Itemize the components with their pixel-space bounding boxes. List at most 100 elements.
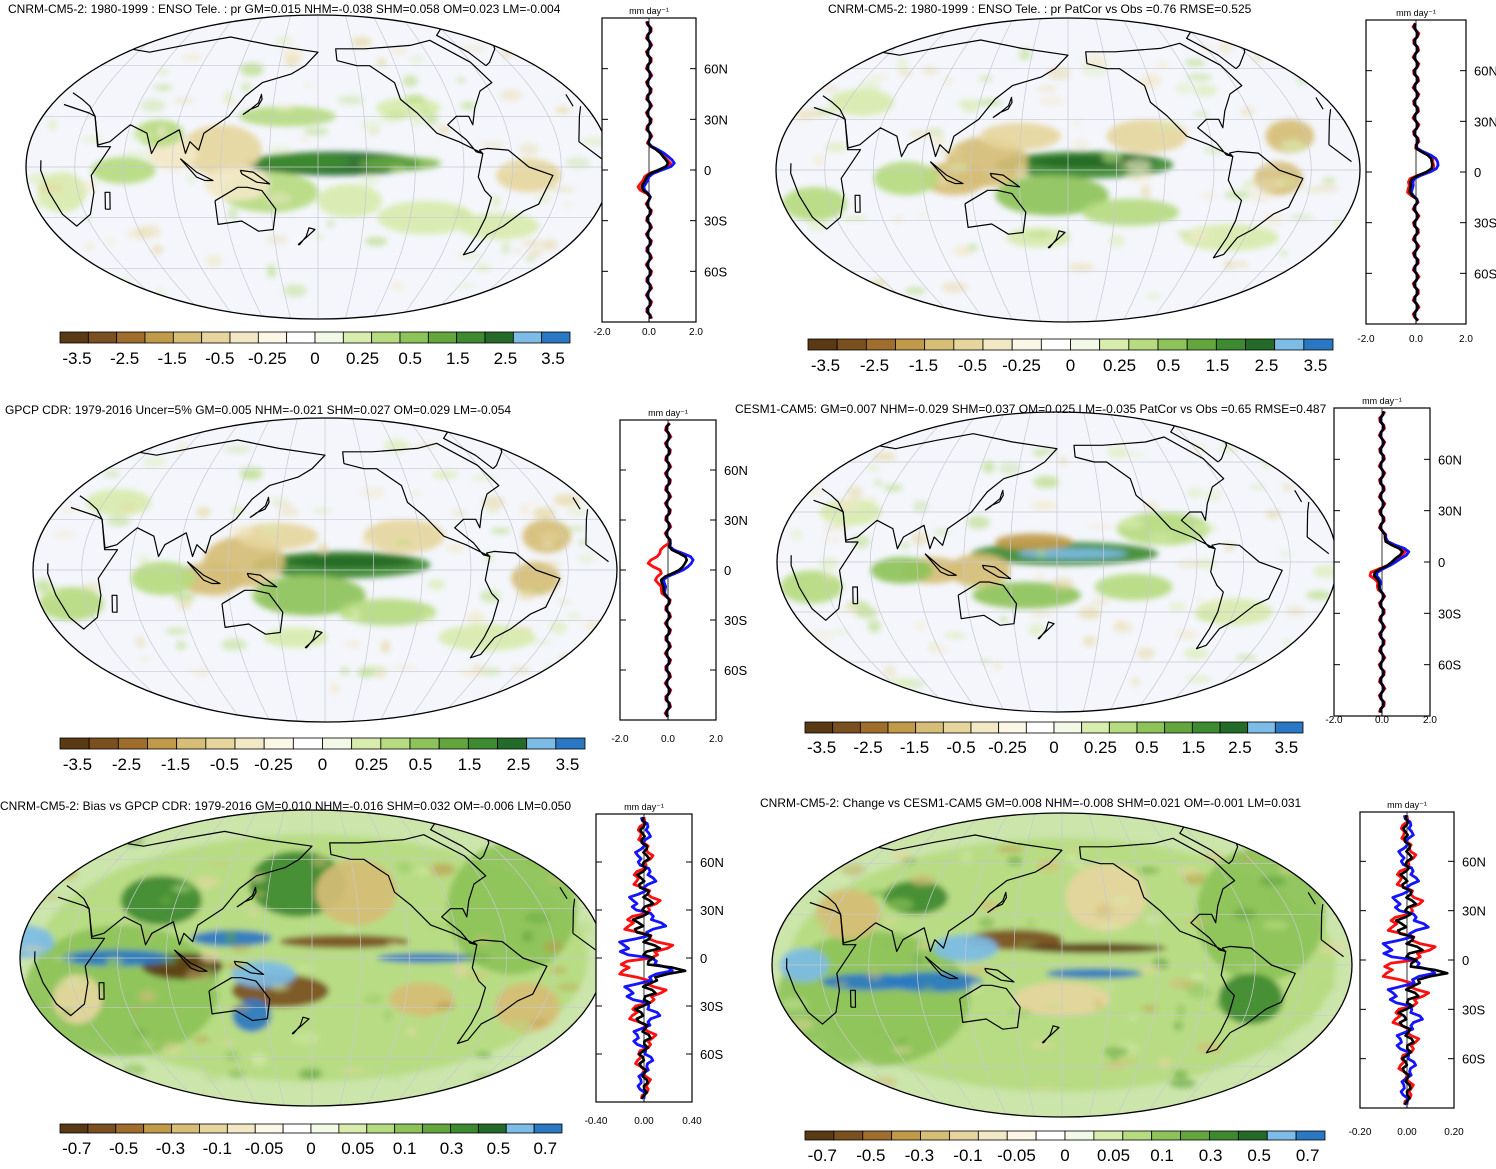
- colorbar-swatch: [450, 1123, 479, 1134]
- colorbar-label: 2.5: [1255, 356, 1279, 375]
- colorbar-label: 3.5: [1275, 738, 1299, 757]
- field-blob: [873, 161, 939, 196]
- colorbar-label: -2.5: [112, 755, 141, 774]
- profile-line-black: [631, 816, 687, 1100]
- colorbar-swatch: [229, 331, 259, 344]
- panel-title: CNRM-CM5-2: Change vs CESM1-CAM5 GM=0.00…: [760, 796, 1302, 810]
- profile-unit-label: mm day⁻¹: [629, 6, 669, 16]
- colorbar-swatch: [59, 331, 89, 344]
- profile-lat-label: 60N: [700, 855, 724, 870]
- colorbar-label: -3.5: [63, 755, 92, 774]
- colorbar-label: 0: [306, 1139, 315, 1158]
- panel-2: -3.5 -2.5 -1.5 -0.5 -0.25 0 0.25 0.5 1.5 2.5 3.5 60…: [775, 8, 1496, 375]
- colorbar-swatch: [88, 737, 119, 750]
- colorbar-swatch: [116, 331, 146, 344]
- profile-x-tick-label: 2.0: [1423, 715, 1437, 726]
- colorbar-swatch: [176, 737, 207, 750]
- colorbar-swatch: [1099, 338, 1130, 351]
- field-blob: [1094, 573, 1173, 601]
- colorbar-label: 0.05: [341, 1139, 374, 1158]
- colorbar-label: -2.5: [110, 349, 139, 368]
- colorbar-label: -0.3: [156, 1139, 185, 1158]
- colorbar-label: 0.05: [1097, 1146, 1130, 1164]
- colorbar-swatch: [998, 721, 1027, 734]
- colorbar-swatch: [1064, 1130, 1095, 1141]
- colorbar-label: 1.5: [446, 349, 470, 368]
- colorbar-swatch: [456, 331, 486, 344]
- colorbar-swatch: [1274, 338, 1305, 351]
- colorbar-label: -0.5: [109, 1139, 138, 1158]
- field-blob: [829, 88, 895, 116]
- colorbar-swatch: [342, 331, 373, 344]
- colorbar-swatch: [1215, 338, 1246, 351]
- field-blob: [363, 519, 445, 554]
- map-border: [775, 17, 1361, 323]
- colorbar-swatch: [338, 1123, 368, 1134]
- colorbar-swatch: [1303, 338, 1334, 351]
- profile-x-tick-label: 0.00: [634, 1116, 654, 1127]
- profile-line-black: [659, 422, 689, 718]
- profile-x-tick-label: -0.40: [585, 1116, 608, 1127]
- graticule: [772, 813, 1352, 1117]
- profile-line-black: [1372, 410, 1404, 713]
- colorbar-label: 1.5: [458, 755, 482, 774]
- colorbar-label: 0.3: [1199, 1146, 1223, 1164]
- colorbar-swatch: [970, 721, 1000, 734]
- colorbar-swatch: [282, 1123, 312, 1134]
- profile-lat-label: 0: [704, 163, 711, 178]
- colorbar-swatch: [1136, 721, 1166, 734]
- profile-lat-label: 60N: [724, 463, 748, 478]
- field-blob: [338, 598, 437, 626]
- field-layer: [33, 418, 617, 722]
- colorbar-swatch: [59, 737, 90, 750]
- colorbar-label: -0.05: [997, 1146, 1036, 1164]
- profile-lat-label: 30N: [1462, 904, 1486, 919]
- colorbar-label: 0.5: [1135, 738, 1159, 757]
- colorbar-label: 0.7: [1296, 1146, 1320, 1164]
- colorbar-swatch: [257, 331, 288, 344]
- colorbar-swatch: [59, 1123, 89, 1134]
- colorbar-swatch: [314, 331, 344, 344]
- colorbar-swatch: [422, 1123, 451, 1134]
- colorbar-label: 2.5: [1228, 738, 1252, 757]
- colorbar-swatch: [1164, 721, 1193, 734]
- zonal-profile: 60N 30N 0 30S 60S -2.0 0.0 2.0 mm day⁻¹: [593, 6, 727, 338]
- colorbar-swatch: [832, 721, 861, 734]
- field-blob: [870, 557, 933, 584]
- profile-lat-label: 30S: [724, 613, 747, 628]
- colorbar-label: 0.25: [355, 755, 388, 774]
- profile-lat-label: 60N: [1438, 452, 1462, 467]
- colorbar-swatch: [87, 1123, 117, 1134]
- colorbar-swatch: [862, 1130, 893, 1141]
- colorbar-swatch: [1180, 1130, 1210, 1141]
- field-blob: [86, 488, 152, 516]
- colorbar-label: -0.1: [953, 1146, 982, 1164]
- colorbar-label: -1.5: [158, 349, 187, 368]
- colorbar-label: -1.5: [900, 738, 929, 757]
- colorbar-swatch: [512, 331, 543, 344]
- colorbar-label: -0.5: [946, 738, 975, 757]
- map-border: [32, 417, 618, 723]
- profile-x-tick-label: -2.0: [611, 734, 629, 745]
- colorbar-label: 0.25: [1103, 356, 1136, 375]
- colorbar-swatch: [409, 737, 440, 750]
- profile-line-black: [1408, 22, 1434, 322]
- field-layer: [26, 15, 610, 319]
- coastlines: [40, 26, 602, 256]
- field-layer: [772, 813, 1352, 1117]
- colorbar-label: -0.25: [988, 738, 1027, 757]
- colorbar-swatch: [143, 1123, 172, 1134]
- colorbar: -0.7 -0.5 -0.3 -0.1 -0.05 0 0.05 0.1 0.3 0.5 0.7: [804, 1130, 1326, 1165]
- colorbar-swatch: [199, 1123, 228, 1134]
- field-blob: [204, 167, 270, 201]
- colorbar-swatch: [399, 331, 429, 344]
- panel-title: CNRM-CM5-2: 1980-1999 : ENSO Tele. : pr …: [828, 2, 1252, 16]
- profile-lat-label: 30S: [704, 214, 727, 229]
- field-layer: [20, 810, 604, 1106]
- colorbar-swatch: [147, 737, 178, 750]
- profile-lat-label: 60N: [1462, 854, 1486, 869]
- colorbar-swatch: [1219, 721, 1249, 734]
- colorbar-swatch: [484, 331, 514, 344]
- colorbar-label: 0: [1049, 738, 1058, 757]
- colorbar-label: -0.3: [905, 1146, 934, 1164]
